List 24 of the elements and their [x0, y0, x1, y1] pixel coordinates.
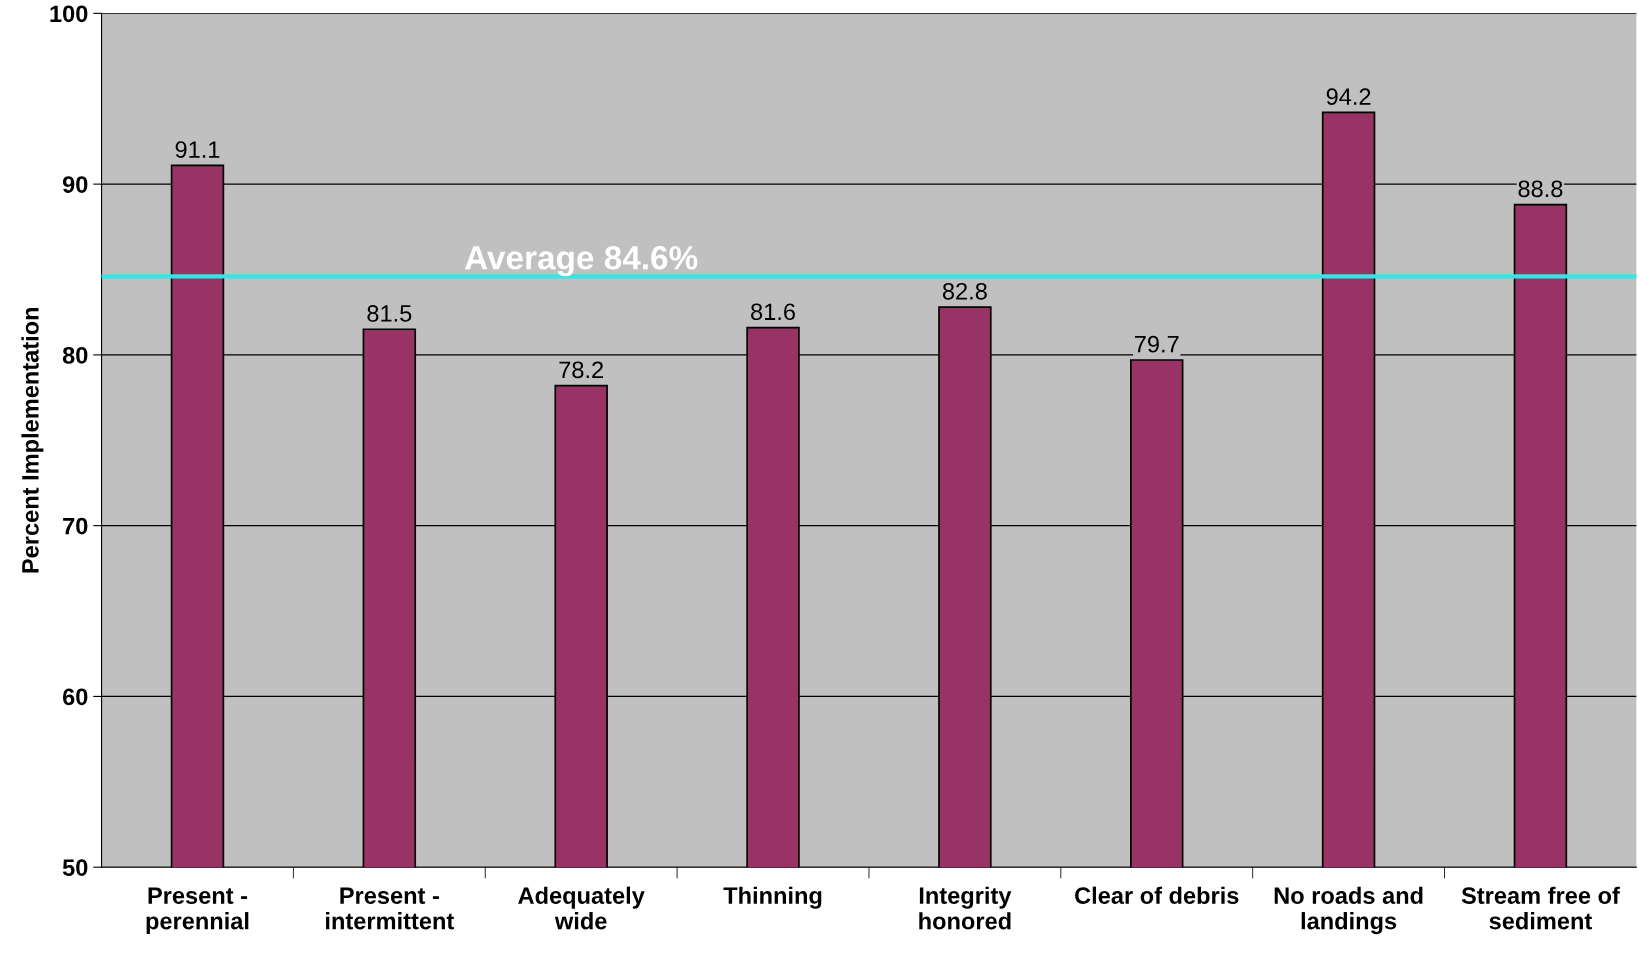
y-tick-label: 70: [63, 517, 88, 535]
data-label: 79.7: [1134, 335, 1179, 353]
y-tick-label: 80: [62, 346, 88, 364]
x-tick-label: Present - intermittent: [326, 887, 454, 930]
data-label: 94.2: [1326, 88, 1371, 105]
data-label: 88.8: [1518, 180, 1563, 198]
data-label: 81.6: [751, 303, 795, 321]
data-label: 81.5: [367, 305, 412, 322]
data-label: 91.1: [175, 141, 220, 158]
y-axis-title: Percent Implementation: [21, 307, 44, 573]
x-tick-label: Thinning: [723, 886, 822, 909]
x-tick-label: No roads and landings: [1274, 886, 1423, 935]
x-tick-label: Clear of debris: [1075, 886, 1239, 904]
data-label: 82.8: [942, 282, 987, 300]
x-tick-label: Stream free of sediment: [1461, 886, 1620, 930]
y-tick-label: 90: [62, 176, 88, 193]
y-tick-label: 100: [50, 5, 88, 23]
x-tick-label: Adequately wide: [518, 886, 645, 930]
x-tick-label: Present - perennial: [146, 887, 249, 935]
y-tick-label: 50: [62, 859, 88, 876]
data-label: 78.2: [559, 361, 603, 379]
ref-line-label: Average 84.6%: [464, 246, 698, 277]
x-tick-label: Integrity honored: [919, 886, 1012, 930]
y-tick-label: 60: [62, 688, 88, 706]
